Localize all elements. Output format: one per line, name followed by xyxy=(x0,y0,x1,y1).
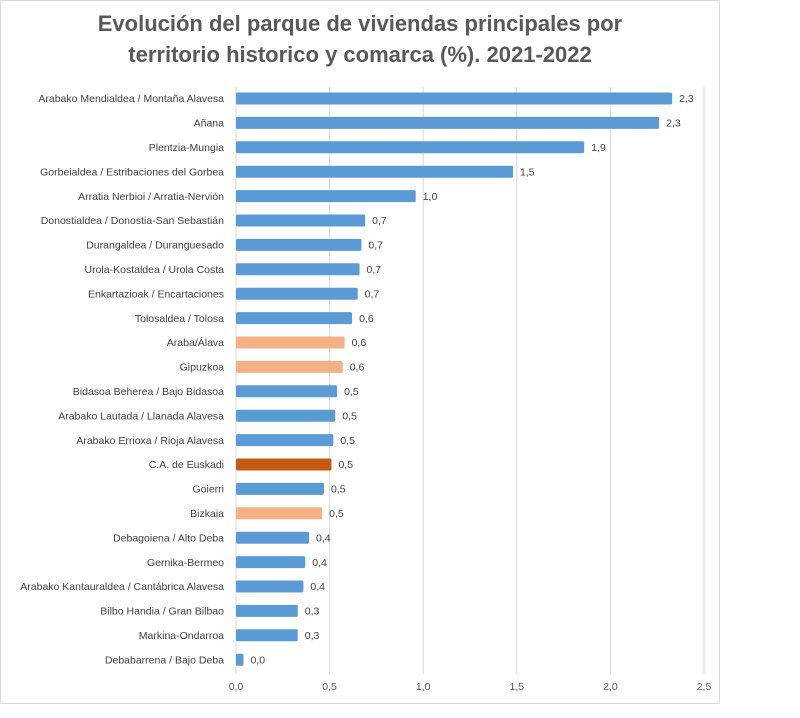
category-label: Arabako Errioxa / Rioja Alavesa xyxy=(76,435,224,447)
bar-comarca xyxy=(236,141,585,154)
x-tick-label: 2,5 xyxy=(697,681,712,693)
bar-layer xyxy=(236,92,673,666)
category-label: Gorbeialdea / Estribaciones del Gorbea xyxy=(40,166,224,178)
category-label: C.A. de Euskadi xyxy=(149,459,224,471)
bar-comarca xyxy=(236,653,244,666)
chart-title-line-2: territorio historico y comarca (%). 2021… xyxy=(128,42,592,67)
value-label: 0,4 xyxy=(312,557,327,569)
x-tick-label: 2,0 xyxy=(603,681,618,693)
category-label: Arabako Kantauraldea / Cantábrica Alaves… xyxy=(20,581,224,593)
bar-comarca xyxy=(236,92,673,105)
value-label: 2,3 xyxy=(666,118,681,130)
category-label: Goierri xyxy=(192,484,224,496)
chart-title: Evolución del parque de viviendas princi… xyxy=(0,8,720,70)
value-label: 0,4 xyxy=(316,532,331,544)
bar-comarca xyxy=(236,604,298,617)
bar-territorio xyxy=(236,336,345,349)
category-label: Enkartazioak / Encartaciones xyxy=(88,288,224,300)
bar-comarca xyxy=(236,531,310,544)
category-label: Gernika-Bermeo xyxy=(147,557,224,569)
bar-territorio xyxy=(236,360,343,373)
value-label: 0,7 xyxy=(365,288,380,300)
value-label: 1,9 xyxy=(591,142,606,154)
value-label: 0,7 xyxy=(367,264,382,276)
value-label: 0,6 xyxy=(352,337,367,349)
category-label: Tolosaldea / Tolosa xyxy=(135,313,224,325)
bar-comarca xyxy=(236,238,362,251)
category-label: Gipuzkoa xyxy=(180,362,225,374)
value-label: 0,0 xyxy=(250,654,265,666)
value-label: 0,5 xyxy=(344,386,359,398)
category-label: Araba/Álava xyxy=(167,336,224,349)
bar-comarca xyxy=(236,629,298,642)
bar-comarca xyxy=(236,580,304,593)
value-label: 0,3 xyxy=(305,606,320,618)
bar-comarca xyxy=(236,116,660,129)
category-label: Plentzia-Mungia xyxy=(149,142,224,154)
bar-comarca xyxy=(236,190,416,203)
x-tick-label: 1,0 xyxy=(416,681,431,693)
bar-comarca xyxy=(236,165,514,178)
bar-comarca xyxy=(236,385,338,398)
category-label: Bidasoa Beherea / Bajo Bidasoa xyxy=(73,386,224,398)
category-label: Donostialdea / Donostia-San Sebastián xyxy=(41,215,224,227)
bar-comarca xyxy=(236,409,336,422)
value-label: 0,5 xyxy=(342,410,357,422)
grid-layer xyxy=(235,87,705,674)
value-label: 0,5 xyxy=(338,459,353,471)
value-label: 0,4 xyxy=(310,581,325,593)
bar-comarca xyxy=(236,263,360,276)
category-label: Arratia Nerbioi / Arratia-Nervión xyxy=(78,191,224,203)
bar-territorio xyxy=(236,507,323,520)
bar-comarca xyxy=(236,287,358,300)
bar-comarca xyxy=(236,434,334,447)
bar-comarca xyxy=(236,556,306,569)
value-label: 0,6 xyxy=(359,313,374,325)
category-label: Arabako Lautada / Llanada Alavesa xyxy=(58,410,224,422)
category-label: Bizkaia xyxy=(190,508,224,520)
category-label: Añana xyxy=(194,118,225,130)
value-label: 0,7 xyxy=(372,215,387,227)
category-label: Markina-Ondarroa xyxy=(139,630,224,642)
x-tick-label: 0,5 xyxy=(322,681,337,693)
category-label: Debabarrena / Bajo Deba xyxy=(105,654,224,666)
category-label: Durangaldea / Duranguesado xyxy=(86,240,224,252)
value-label: 0,7 xyxy=(368,240,383,252)
value-label: 1,0 xyxy=(423,191,438,203)
value-label: 0,3 xyxy=(305,630,320,642)
bar-comarca xyxy=(236,482,324,495)
bar-total xyxy=(236,458,332,471)
category-label: Debagoiena / Alto Deba xyxy=(113,532,224,544)
x-tick-label: 1,5 xyxy=(509,681,524,693)
x-tick-label: 0,0 xyxy=(229,681,244,693)
tick-layer: 0,0 0,5 1,0 1,5 2,0 2,5 xyxy=(229,681,712,693)
category-label: Urola-Kostaldea / Urola Costa xyxy=(85,264,225,276)
category-label: Arabako Mendialdea / Montaña Alavesa xyxy=(38,93,224,105)
value-label: 0,5 xyxy=(331,484,346,496)
bar-comarca xyxy=(236,312,353,325)
value-label: 2,3 xyxy=(679,93,694,105)
category-label: Bilbo Handia / Gran Bilbao xyxy=(100,606,224,618)
bar-comarca xyxy=(236,214,366,227)
value-label: 0,5 xyxy=(340,435,355,447)
value-label: 0,5 xyxy=(329,508,344,520)
label-layer: Arabako Mendialdea / Montaña Alavesa 2,3 A… xyxy=(20,93,694,666)
chart-title-line-1: Evolución del parque de viviendas princi… xyxy=(97,11,623,36)
value-label: 1,5 xyxy=(520,166,535,178)
value-label: 0,6 xyxy=(350,362,365,374)
